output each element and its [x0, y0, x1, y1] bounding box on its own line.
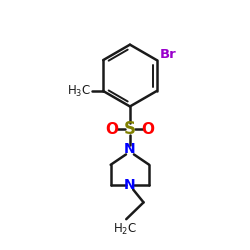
Text: H$_3$C: H$_3$C	[67, 84, 91, 98]
Text: S: S	[124, 120, 136, 138]
Text: N: N	[124, 142, 136, 156]
Text: H$_2$C: H$_2$C	[113, 222, 137, 237]
Text: O: O	[106, 122, 119, 137]
Text: Br: Br	[160, 48, 176, 61]
Text: O: O	[141, 122, 154, 137]
Text: N: N	[124, 178, 136, 192]
